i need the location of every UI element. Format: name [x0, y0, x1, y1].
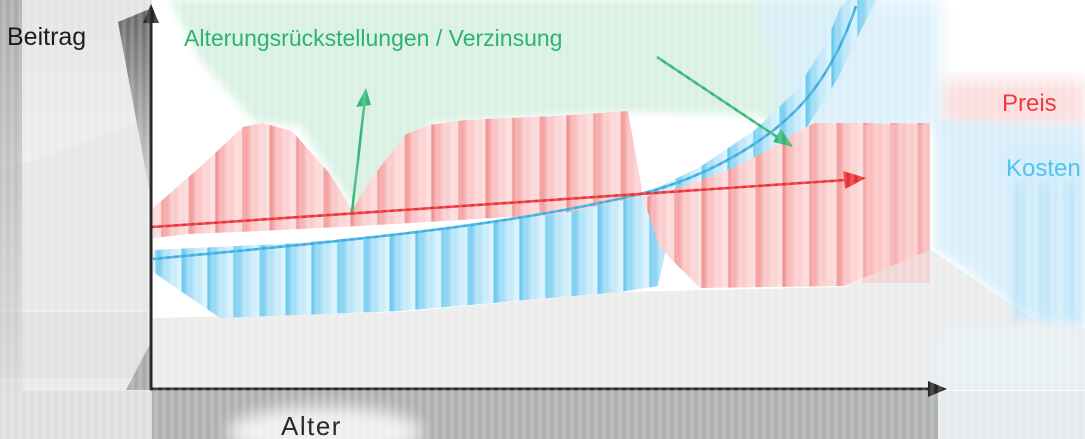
kosten-label: Kosten — [1006, 155, 1081, 182]
y-axis-label: Beitrag — [7, 23, 86, 51]
x-axis-label: Alter — [281, 411, 342, 439]
annotation-label: Alterungsrückstellungen / Verzinsung — [184, 25, 562, 51]
preis-label: Preis — [1002, 90, 1057, 117]
